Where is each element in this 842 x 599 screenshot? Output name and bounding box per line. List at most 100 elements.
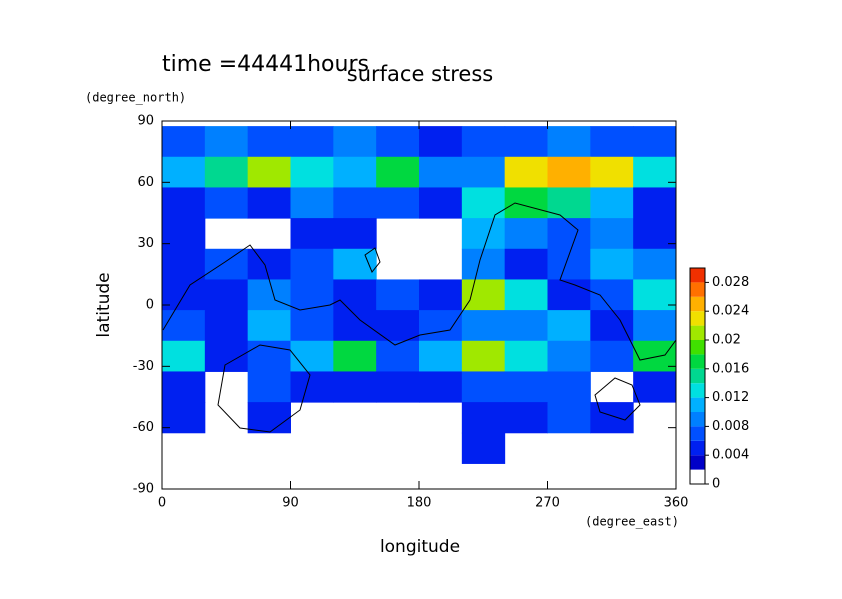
colorbar-tick-label: 0.012 <box>712 390 749 405</box>
y-tick-label: 0 <box>146 298 154 313</box>
cell <box>547 218 591 250</box>
colorbar-band <box>690 412 705 427</box>
colorbar-band <box>690 440 705 456</box>
cell <box>633 310 676 342</box>
cell <box>633 156 676 188</box>
cell <box>547 126 591 158</box>
cell <box>547 371 591 403</box>
cell <box>204 248 249 280</box>
y-tick-label: -30 <box>133 359 154 374</box>
cell <box>290 340 334 372</box>
cell <box>333 371 377 403</box>
cell <box>333 126 377 158</box>
colorbar-tick-label: 0.004 <box>712 448 749 463</box>
y-tick-label: -90 <box>133 482 154 497</box>
colorbar-band <box>690 354 705 369</box>
x-tick-label: 270 <box>535 496 560 511</box>
colorbar-frame <box>689 267 706 485</box>
cell <box>461 248 506 280</box>
cell <box>419 310 463 342</box>
cell <box>204 156 249 188</box>
colorbar-band <box>690 397 705 412</box>
annotation: time =44441hours <box>162 52 369 77</box>
cell <box>247 371 291 403</box>
colorbar-tick-label: 0 <box>712 477 720 492</box>
cell <box>504 187 548 219</box>
cell <box>204 187 249 219</box>
colorbar-band <box>690 282 705 297</box>
cell <box>290 156 334 188</box>
cell <box>419 279 463 311</box>
cell <box>376 371 420 403</box>
cell <box>633 340 676 372</box>
cell <box>247 126 291 158</box>
cell <box>247 402 291 434</box>
cell <box>162 248 206 280</box>
cell <box>590 340 634 372</box>
colorbar-tick-label: 0.016 <box>712 361 749 376</box>
cell <box>633 187 676 219</box>
cell <box>333 340 377 372</box>
cell <box>290 126 334 158</box>
colorbar-tick-label: 0.024 <box>712 304 749 319</box>
cell <box>247 340 291 372</box>
colorbar-band <box>690 383 705 398</box>
cell <box>290 218 334 250</box>
cell <box>290 310 334 342</box>
cell <box>504 126 548 158</box>
colorbar-tick-label: 0.028 <box>712 275 749 290</box>
cell <box>590 279 634 311</box>
cell <box>162 371 206 403</box>
cell <box>247 156 291 188</box>
cell <box>633 248 676 280</box>
colorbar-band <box>690 426 705 441</box>
coastlines <box>162 202 676 433</box>
x-unit: (degree_east) <box>585 515 679 529</box>
cell <box>419 156 463 188</box>
cell <box>461 279 506 311</box>
colorbar-tick-label: 0.008 <box>712 419 749 434</box>
cell <box>633 371 676 403</box>
cell <box>419 126 463 158</box>
cell <box>162 402 206 434</box>
cell <box>461 371 506 403</box>
cell <box>547 187 591 219</box>
cell <box>504 248 548 280</box>
x-tick-label: 90 <box>282 496 299 511</box>
cell <box>633 218 676 250</box>
cell <box>461 310 506 342</box>
cell <box>419 371 463 403</box>
x-tick-label: 360 <box>664 496 689 511</box>
y-axis-label: latitude <box>94 272 114 337</box>
cell <box>547 310 591 342</box>
cell <box>590 126 634 158</box>
cell <box>333 218 377 250</box>
cell <box>547 156 591 188</box>
cell <box>590 310 634 342</box>
cell <box>461 218 506 250</box>
cell <box>547 402 591 434</box>
cell <box>247 279 291 311</box>
y-tick-label: 60 <box>137 175 154 190</box>
cell <box>333 156 377 188</box>
cell <box>504 310 548 342</box>
cell <box>504 402 548 434</box>
cell <box>504 218 548 250</box>
cell <box>461 402 506 434</box>
cell <box>590 156 634 188</box>
colorbar-band <box>690 311 705 326</box>
cell <box>461 187 506 219</box>
x-tick-label: 0 <box>158 496 166 511</box>
cell <box>204 310 249 342</box>
cell <box>247 248 291 280</box>
cell <box>590 218 634 250</box>
cell <box>504 279 548 311</box>
colorbar-band <box>690 268 705 283</box>
cell <box>376 126 420 158</box>
cell <box>247 310 291 342</box>
colorbar-tick-label: 0.02 <box>712 333 741 348</box>
cell <box>333 248 377 280</box>
colorbar-band <box>690 469 705 484</box>
cell <box>590 248 634 280</box>
